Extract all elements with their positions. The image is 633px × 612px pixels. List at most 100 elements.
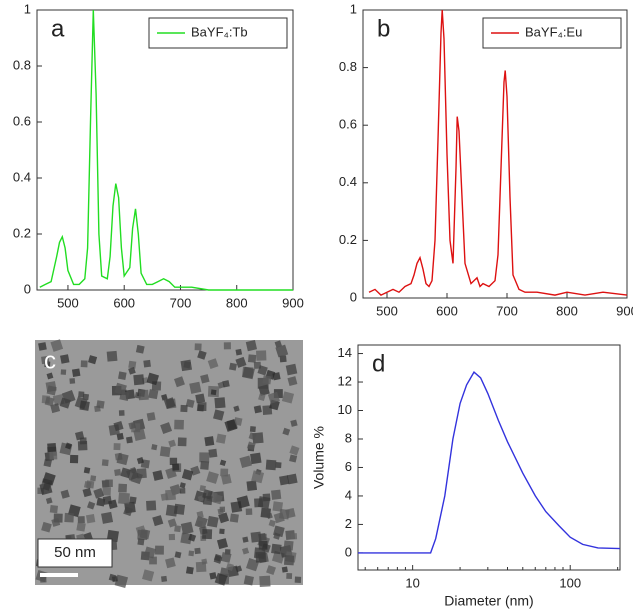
particle xyxy=(290,533,298,540)
particle xyxy=(128,367,136,375)
particle xyxy=(108,573,117,582)
particle xyxy=(229,513,239,523)
particle xyxy=(248,432,257,441)
particle xyxy=(83,467,91,474)
y-axis-label: Volume % xyxy=(311,426,327,489)
particle xyxy=(137,529,148,541)
particle xyxy=(85,513,96,524)
particle xyxy=(199,452,210,463)
particle xyxy=(128,421,136,430)
particle xyxy=(126,467,139,481)
particle xyxy=(256,350,267,361)
x-tick-label: 500 xyxy=(376,303,398,318)
particle xyxy=(235,565,243,573)
particle xyxy=(236,495,250,509)
particle xyxy=(259,575,271,587)
particle xyxy=(49,451,58,460)
particle xyxy=(282,427,291,436)
particle xyxy=(90,475,97,482)
particle xyxy=(279,475,290,486)
particle xyxy=(174,525,181,533)
particle xyxy=(251,470,265,484)
particle xyxy=(265,459,277,471)
particle xyxy=(281,566,288,573)
particle xyxy=(136,457,144,465)
x-tick-label: 100 xyxy=(559,575,581,590)
particle xyxy=(268,519,276,527)
particle xyxy=(235,348,243,356)
particle xyxy=(242,547,250,555)
particle xyxy=(229,362,237,371)
particle xyxy=(105,479,113,488)
x-tick-label: 800 xyxy=(556,303,578,318)
particle xyxy=(185,398,195,408)
tem-image: c 50 nm xyxy=(35,339,303,588)
particle xyxy=(200,460,210,470)
particle xyxy=(78,391,85,398)
particle xyxy=(152,515,164,527)
particle xyxy=(69,454,79,464)
y-tick-label: 0.8 xyxy=(13,57,31,72)
particle xyxy=(114,574,129,588)
particle xyxy=(204,436,215,447)
particle xyxy=(253,547,266,559)
x-tick-label: 600 xyxy=(436,303,458,318)
particle xyxy=(257,365,268,376)
particle xyxy=(274,340,282,348)
particle xyxy=(161,575,168,582)
particle xyxy=(80,360,88,368)
particle xyxy=(86,501,96,510)
x-tick-label: 500 xyxy=(57,295,79,310)
particle xyxy=(210,389,217,396)
particle xyxy=(77,516,85,524)
particle xyxy=(75,431,85,441)
particle xyxy=(102,486,111,496)
particle xyxy=(133,374,145,386)
particle xyxy=(281,391,295,404)
particle xyxy=(200,374,210,384)
data-line xyxy=(39,9,293,291)
particle xyxy=(246,558,260,572)
panel-label: a xyxy=(51,15,65,42)
data-line xyxy=(368,9,628,296)
particle xyxy=(46,385,57,396)
x-tick-label: 600 xyxy=(113,295,135,310)
particle xyxy=(258,540,268,550)
particle xyxy=(44,396,55,407)
particle xyxy=(172,463,180,471)
x-tick-label: 900 xyxy=(616,303,633,318)
particle xyxy=(243,575,254,586)
particle xyxy=(155,545,164,555)
particle xyxy=(152,470,164,481)
particle xyxy=(207,515,219,528)
particle xyxy=(88,355,98,365)
particle xyxy=(290,419,298,427)
particle xyxy=(148,389,159,400)
particle xyxy=(199,485,206,492)
particle xyxy=(271,543,282,555)
particle xyxy=(194,547,201,555)
particle xyxy=(271,489,282,500)
particle xyxy=(71,368,81,377)
particle xyxy=(42,472,56,486)
y-tick-label: 10 xyxy=(338,402,352,417)
panel-label: d xyxy=(372,350,385,377)
particle xyxy=(253,361,262,369)
particle xyxy=(129,496,137,504)
particle xyxy=(194,343,202,351)
particle xyxy=(159,446,171,458)
particle xyxy=(220,468,229,477)
particle xyxy=(41,521,52,533)
particle xyxy=(118,410,125,416)
particle xyxy=(118,371,127,380)
x-axis-label: Diameter (nm) xyxy=(444,593,533,609)
particle xyxy=(137,538,145,546)
particle xyxy=(242,536,249,543)
particle xyxy=(43,458,52,468)
particle xyxy=(174,376,185,388)
y-tick-label: 6 xyxy=(345,459,352,474)
particle xyxy=(77,440,88,451)
particle xyxy=(233,405,240,412)
particle xyxy=(96,497,106,507)
